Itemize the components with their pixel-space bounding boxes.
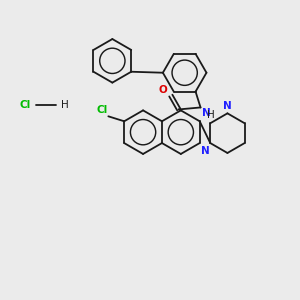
Text: Cl: Cl bbox=[20, 100, 31, 110]
Text: N: N bbox=[223, 101, 232, 111]
Text: O: O bbox=[158, 85, 167, 94]
Text: H: H bbox=[61, 100, 69, 110]
Text: N: N bbox=[202, 108, 210, 118]
Text: N: N bbox=[201, 146, 209, 156]
Text: Cl: Cl bbox=[96, 105, 107, 115]
Text: H: H bbox=[207, 110, 215, 120]
